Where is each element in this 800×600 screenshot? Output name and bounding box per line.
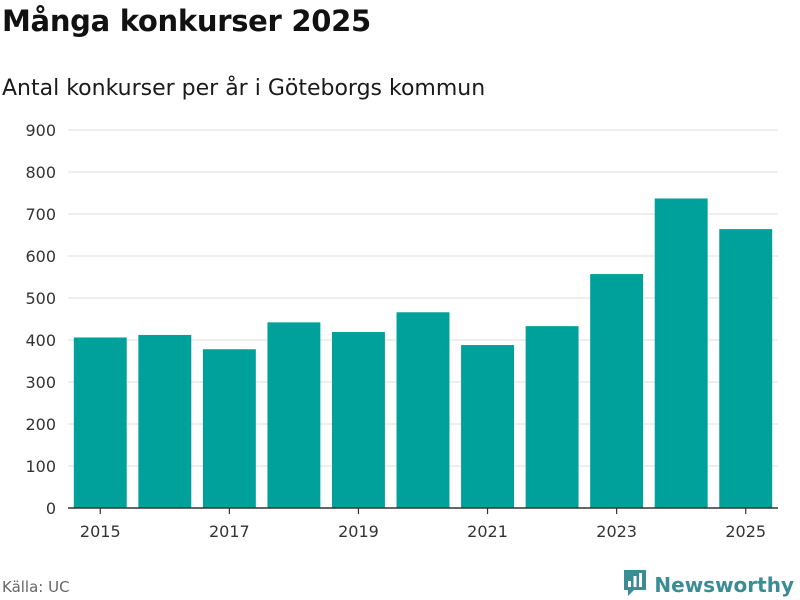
y-tick-label-0: 0 [46,499,56,518]
y-tick-label-600: 600 [25,247,56,266]
bar-2021 [461,345,515,508]
y-tick-label-200: 200 [25,415,56,434]
x-tick-label-2019: 2019 [338,522,379,541]
y-tick-label-500: 500 [25,289,56,308]
y-tick-label-300: 300 [25,373,56,392]
chart-subtitle: Antal konkurser per år i Göteborgs kommu… [2,76,486,101]
axes: 0 100 200 300 400 500 600 700 800 900 2015 2017 2019… [25,121,778,541]
x-tick-label-2015: 2015 [80,522,121,541]
x-tick-label-2023: 2023 [596,522,637,541]
bar-2022 [525,326,579,508]
bars [73,198,773,508]
x-tick-label-2021: 2021 [467,522,508,541]
bar-2015 [73,337,127,508]
y-tick-label-900: 900 [25,121,56,140]
brand-logo[interactable]: Newsworthy [622,570,794,600]
bar-2017 [202,349,256,508]
y-tick-label-100: 100 [25,457,56,476]
bar-2018 [267,322,321,508]
bar-2016 [138,334,192,508]
bar-2023 [590,274,644,508]
y-tick-label-400: 400 [25,331,56,350]
chart-title: Många konkurser 2025 [2,4,371,38]
bar-2019 [331,332,385,508]
x-tick-label-2017: 2017 [209,522,250,541]
bar-2025 [719,229,773,508]
bar-chart-logo-icon [622,568,648,600]
y-tick-label-800: 800 [25,163,56,182]
y-tick-label-700: 700 [25,205,56,224]
bar-2024 [654,198,708,508]
brand-name: Newsworthy [654,573,794,597]
source-note: Källa: UC [2,578,70,596]
x-tick-label-2025: 2025 [725,522,766,541]
bar-2020 [396,312,450,508]
